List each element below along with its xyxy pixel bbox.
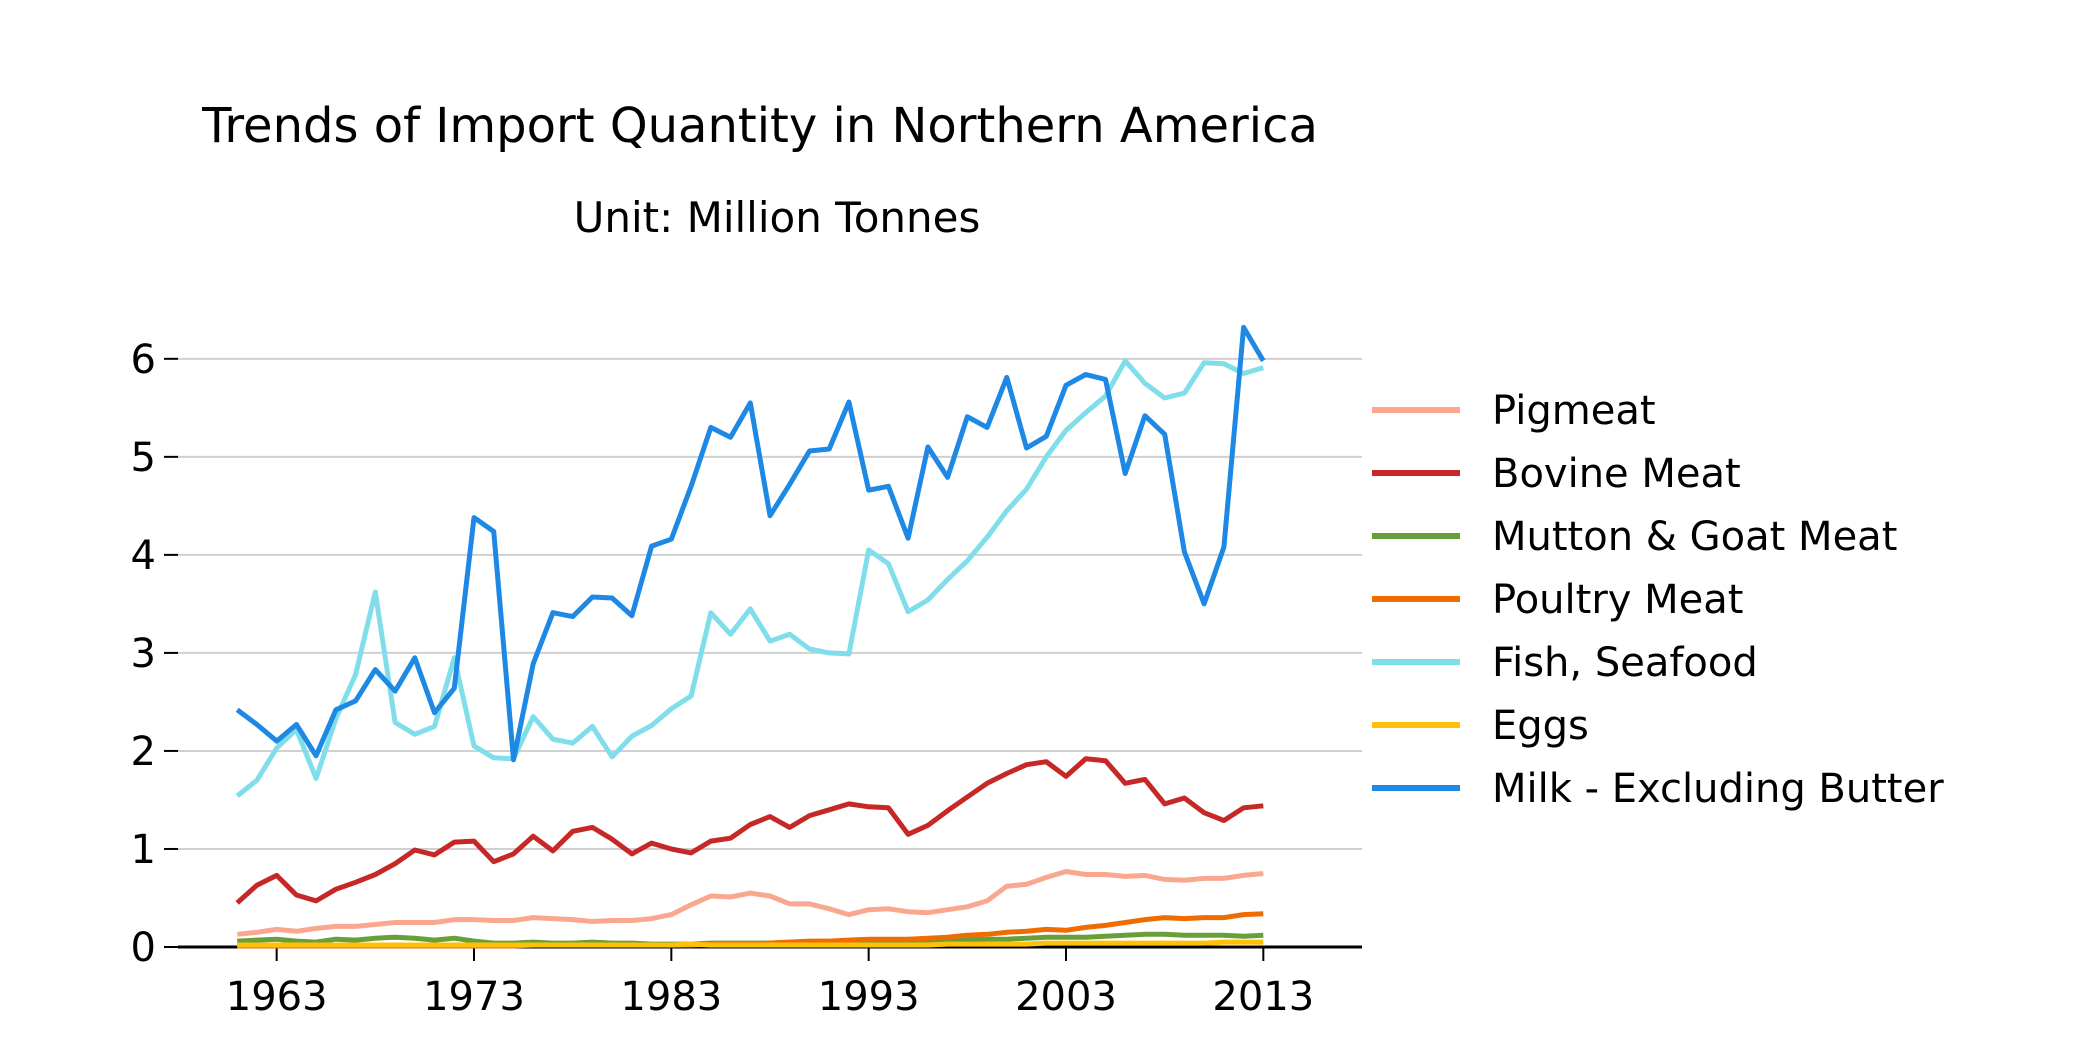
x-tick-label: 1993 <box>818 974 920 1020</box>
y-tick-label: 6 <box>131 337 156 383</box>
legend: Pigmeat Bovine Meat Mutton & Goat Meat Poul… <box>1372 388 1944 812</box>
y-tick-label: 2 <box>131 729 156 775</box>
legend-label-fish-seafood: Fish, Seafood <box>1492 640 1758 686</box>
y-tick-label: 5 <box>131 435 156 481</box>
x-tick-label: 1963 <box>226 974 328 1020</box>
x-tick-label: 2013 <box>1212 974 1314 1020</box>
x-tick-label: 1983 <box>620 974 722 1020</box>
gridlines <box>178 357 1362 850</box>
series-lines <box>235 324 1266 949</box>
legend-label-bovine-meat: Bovine Meat <box>1492 451 1741 497</box>
chart-subtitle: Unit: Million Tonnes <box>574 193 981 242</box>
series-line-milk-excluding-butter <box>235 324 1266 763</box>
legend-label-mutton-goat-meat: Mutton & Goat Meat <box>1492 514 1897 560</box>
legend-label-poultry-meat: Poultry Meat <box>1492 577 1743 623</box>
y-tick-label: 4 <box>131 533 156 579</box>
y-tick-label: 1 <box>131 827 156 873</box>
series-line-eggs <box>237 939 1264 948</box>
legend-label-eggs: Eggs <box>1492 703 1589 749</box>
x-tick-label: 1973 <box>423 974 525 1020</box>
series-line-bovine-meat <box>235 756 1264 905</box>
y-axis: 0 1 2 3 4 5 6 <box>131 337 178 971</box>
legend-label-pigmeat: Pigmeat <box>1492 388 1656 434</box>
x-axis: 1963 1973 1983 1993 2003 2013 <box>178 945 1362 1020</box>
x-tick-label: 2003 <box>1015 974 1117 1020</box>
series-line-fish-seafood <box>235 358 1265 798</box>
legend-label-milk-excluding-butter: Milk - Excluding Butter <box>1492 766 1944 812</box>
chart-title: Trends of Import Quantity in Northern Am… <box>201 98 1318 154</box>
y-tick-label: 0 <box>131 925 156 971</box>
y-tick-label: 3 <box>131 631 156 677</box>
series-line-pigmeat <box>236 869 1264 937</box>
